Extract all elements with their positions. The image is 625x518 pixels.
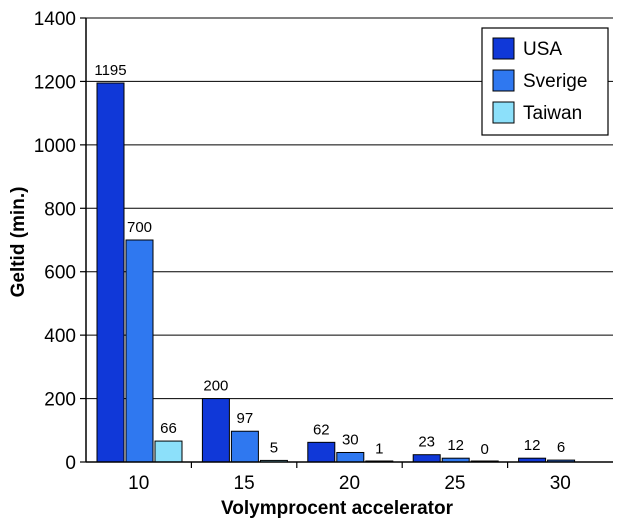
y-tick-label: 1200 [34,72,76,93]
legend-label: Taiwan [523,103,582,124]
bar [230,430,259,463]
data-labels: 1195 700 66 200 97 5 62 30 1 23 12 0 12 6 [94,62,565,458]
y-axis-ticks: 0 200 400 600 800 1000 1200 1400 [34,9,86,474]
data-label: 30 [342,431,359,448]
y-tick-label: 1000 [34,136,76,157]
y-tick-label: 400 [44,326,76,347]
bar [125,239,154,463]
legend-swatch [492,37,515,60]
data-label: 66 [160,420,177,437]
data-label: 6 [557,439,565,456]
bar [201,398,230,463]
x-tick-label: 25 [444,473,465,494]
data-label: 0 [481,441,489,458]
x-tick-label: 20 [339,473,360,494]
y-tick-label: 800 [44,199,76,220]
legend: USA Sverige Taiwan [481,27,609,136]
y-tick-label: 0 [65,453,76,474]
gridlines [86,17,613,400]
y-tick-label: 200 [44,390,76,411]
data-label: 200 [203,378,228,395]
x-tick-label: 10 [128,473,149,494]
x-tick-label: 15 [234,473,255,494]
x-axis-title: Volymprocent accelerator [221,498,454,518]
legend-swatch [492,101,515,124]
data-label: 12 [447,437,464,454]
x-tick-label: 30 [550,473,571,494]
y-tick-label: 1400 [34,9,76,30]
bar [154,440,183,463]
legend-label: USA [523,39,562,60]
data-label: 5 [270,439,278,456]
data-label: 62 [313,421,330,438]
legend-swatch [492,69,515,92]
x-axis-ticks: 10 15 20 25 30 [128,462,571,494]
data-label: 12 [524,437,541,454]
y-axis-title: Geltid (min.) [8,187,29,298]
data-label: 700 [127,219,152,236]
bar [336,451,365,463]
bars [96,82,576,463]
data-label: 1195 [94,62,126,79]
bar [412,454,441,463]
data-label: 23 [418,434,435,451]
bar [96,82,125,463]
bar [307,441,336,463]
data-label: 1 [375,441,383,458]
data-label: 97 [237,410,254,427]
legend-label: Sverige [523,71,587,92]
y-tick-label: 600 [44,263,76,284]
